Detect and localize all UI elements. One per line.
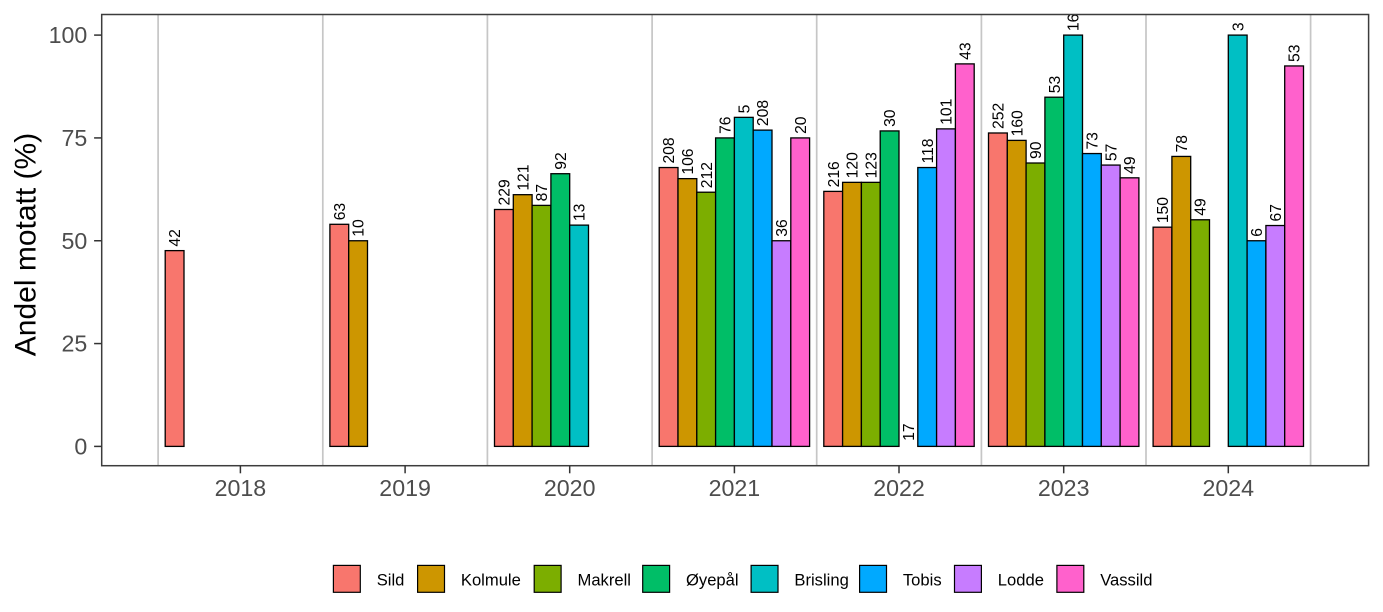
svg-text:57: 57 — [1103, 144, 1120, 161]
svg-text:106: 106 — [680, 148, 697, 174]
svg-text:2019: 2019 — [379, 475, 431, 501]
svg-text:13: 13 — [572, 203, 589, 221]
svg-text:63: 63 — [332, 203, 349, 221]
svg-text:Andel motatt (%): Andel motatt (%) — [10, 133, 43, 356]
svg-text:123: 123 — [863, 152, 880, 178]
svg-text:216: 216 — [826, 161, 843, 187]
svg-text:30: 30 — [882, 109, 899, 127]
svg-text:0: 0 — [74, 434, 87, 460]
svg-text:2022: 2022 — [873, 475, 925, 501]
svg-text:Vassild: Vassild — [1100, 571, 1152, 590]
svg-text:75: 75 — [62, 125, 88, 151]
svg-text:252: 252 — [991, 103, 1008, 129]
svg-text:Øyepål: Øyepål — [686, 571, 739, 590]
svg-text:101: 101 — [939, 99, 956, 125]
svg-text:53: 53 — [1047, 75, 1064, 93]
svg-text:3: 3 — [1230, 22, 1247, 31]
svg-text:36: 36 — [774, 219, 791, 237]
svg-text:20: 20 — [793, 116, 810, 134]
svg-text:2020: 2020 — [544, 475, 596, 501]
svg-text:2021: 2021 — [709, 475, 761, 501]
svg-text:67: 67 — [1268, 204, 1285, 221]
svg-text:229: 229 — [497, 179, 514, 205]
svg-text:208: 208 — [755, 100, 772, 126]
svg-text:Brisling: Brisling — [794, 571, 848, 590]
svg-text:160: 160 — [1009, 110, 1026, 136]
svg-text:78: 78 — [1174, 135, 1191, 153]
svg-text:208: 208 — [661, 137, 678, 163]
svg-text:2024: 2024 — [1203, 475, 1255, 501]
svg-text:118: 118 — [920, 138, 937, 163]
svg-text:42: 42 — [167, 229, 184, 246]
svg-text:100: 100 — [49, 22, 88, 48]
svg-text:76: 76 — [718, 116, 735, 134]
svg-text:92: 92 — [553, 152, 570, 169]
svg-text:73: 73 — [1085, 132, 1102, 150]
svg-text:53: 53 — [1287, 44, 1304, 62]
svg-text:2018: 2018 — [215, 475, 267, 501]
svg-text:Kolmule: Kolmule — [461, 571, 521, 590]
svg-text:10: 10 — [351, 219, 368, 237]
svg-text:16: 16 — [1066, 13, 1083, 31]
svg-text:43: 43 — [957, 42, 974, 60]
svg-text:120: 120 — [845, 152, 862, 178]
svg-text:Sild: Sild — [377, 571, 405, 590]
svg-text:Lodde: Lodde — [998, 571, 1044, 590]
svg-text:2023: 2023 — [1038, 475, 1090, 501]
svg-text:17: 17 — [901, 423, 918, 440]
svg-text:6: 6 — [1249, 228, 1266, 237]
svg-text:121: 121 — [515, 164, 532, 190]
svg-text:87: 87 — [534, 184, 551, 201]
svg-text:49: 49 — [1122, 156, 1139, 173]
svg-text:Makrell: Makrell — [578, 571, 631, 590]
svg-text:90: 90 — [1028, 141, 1045, 159]
svg-text:50: 50 — [62, 228, 88, 254]
svg-text:25: 25 — [62, 331, 88, 357]
svg-text:150: 150 — [1155, 197, 1172, 223]
svg-text:Tobis: Tobis — [903, 571, 942, 590]
svg-text:5: 5 — [736, 104, 753, 113]
svg-text:212: 212 — [699, 162, 716, 188]
svg-text:49: 49 — [1193, 198, 1210, 215]
